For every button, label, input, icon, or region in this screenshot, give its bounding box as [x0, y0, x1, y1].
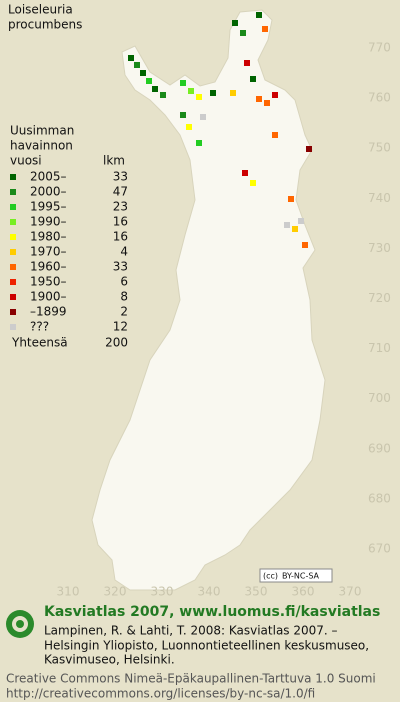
license-line: Creative Commons Nimeä-Epäkaupallinen-Ta… [6, 672, 376, 686]
legend-label: 1900– [30, 290, 67, 304]
legend-label: 1950– [30, 275, 67, 289]
legend-label: 1990– [30, 215, 67, 229]
title-line: procumbens [8, 18, 82, 32]
legend-swatch [10, 324, 16, 330]
legend-column: lkm [103, 154, 125, 168]
legend-count: 33 [113, 170, 128, 184]
y-tick-label: 680 [368, 491, 391, 505]
y-tick-label: 730 [368, 241, 391, 255]
y-tick-label: 690 [368, 441, 391, 455]
legend-count: 2 [120, 305, 128, 319]
license-line: http://creativecommons.org/licenses/by-n… [6, 687, 315, 701]
legend-label: 1960– [30, 260, 67, 274]
x-tick-label: 320 [104, 585, 127, 599]
legend-label: 2000– [30, 185, 67, 199]
y-tick-label: 670 [368, 542, 391, 556]
legend-swatch [10, 204, 16, 210]
x-tick-label: 350 [245, 585, 268, 599]
legend: 2005– 33 2000– 47 1995– 23 1990– 16 1980– 16 1970–… [10, 170, 128, 334]
coordinate-ticks: 770 760 750 740 730 720 710 700 690 680 670 310 320 3… [57, 41, 391, 599]
legend-label: 2005– [30, 170, 67, 184]
y-tick-label: 760 [368, 91, 391, 105]
legend-label: 1995– [30, 200, 67, 214]
legend-count: 6 [120, 275, 128, 289]
citation-line: Kasvimuseo, Helsinki. [44, 653, 175, 667]
x-tick-label: 370 [339, 585, 362, 599]
legend-swatch [10, 234, 16, 240]
legend-swatch [10, 264, 16, 270]
legend-count: 47 [113, 185, 128, 199]
x-tick-label: 330 [151, 585, 174, 599]
y-tick-label: 750 [368, 141, 391, 155]
x-tick-label: 360 [292, 585, 315, 599]
legend-label: –1899 [30, 305, 67, 319]
legend-count: 4 [120, 245, 128, 259]
kasviatlas-logo [6, 610, 34, 638]
footer-heading: Kasviatlas 2007, www.luomus.fi/kasviatla… [44, 604, 380, 620]
legend-swatch [10, 249, 16, 255]
legend-swatch [10, 174, 16, 180]
legend-swatch [10, 279, 16, 285]
total-label: Yhteensä [11, 336, 68, 350]
legend-label: ??? [30, 320, 49, 334]
citation-line: Helsingin Yliopisto, Luonnontieteellinen… [44, 639, 369, 653]
legend-swatch [10, 294, 16, 300]
legend-count: 16 [113, 230, 128, 244]
legend-count: 12 [113, 320, 128, 334]
legend-column: vuosi [10, 154, 42, 168]
y-tick-label: 770 [368, 41, 391, 55]
x-tick-label: 310 [57, 585, 80, 599]
legend-count: 16 [113, 215, 128, 229]
legend-count: 8 [120, 290, 128, 304]
license-badge-text: BY-NC-SA [282, 572, 320, 581]
legend-swatch [10, 219, 16, 225]
legend-count: 33 [113, 260, 128, 274]
observation-squares [128, 12, 312, 248]
legend-label: 1980– [30, 230, 67, 244]
legend-swatch [10, 189, 16, 195]
total-count: 200 [105, 336, 128, 350]
legend-count: 23 [113, 200, 128, 214]
legend-label: 1970– [30, 245, 67, 259]
finland-outline [91, 9, 326, 591]
legend-heading: havainnon [10, 139, 73, 153]
y-tick-label: 700 [368, 391, 391, 405]
y-tick-label: 710 [368, 341, 391, 355]
title-line: Loiseleuria [8, 3, 73, 17]
citation-line: Lampinen, R. & Lahti, T. 2008: Kasviatla… [44, 624, 338, 638]
license-badge-cc: (cc) [263, 572, 278, 581]
legend-swatch [10, 309, 16, 315]
x-tick-label: 340 [198, 585, 221, 599]
legend-heading: Uusimman [10, 124, 74, 138]
y-tick-label: 720 [368, 291, 391, 305]
y-tick-label: 740 [368, 191, 391, 205]
license-badge-box [259, 568, 333, 583]
